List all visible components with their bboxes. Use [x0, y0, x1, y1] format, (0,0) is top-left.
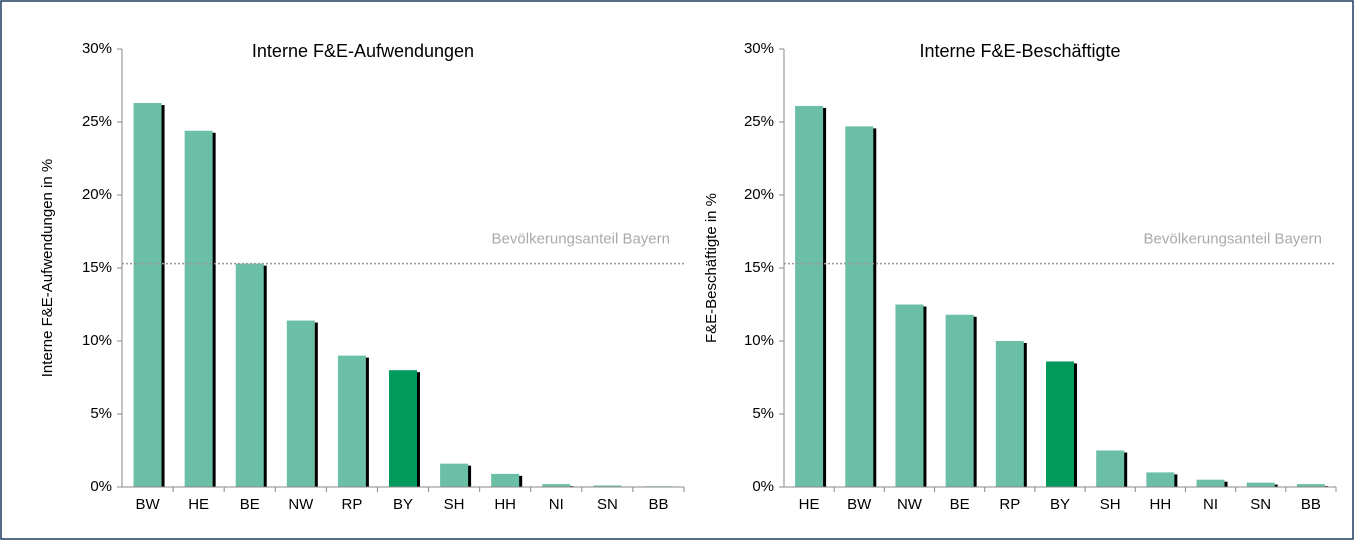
x-tick-label: SN	[597, 496, 618, 513]
bar	[133, 103, 162, 488]
chart-title: Interne F&E-Aufwendungen	[252, 41, 474, 61]
bar	[1046, 361, 1074, 487]
x-tick-label: BY	[1050, 496, 1070, 513]
bar	[1146, 472, 1175, 487]
x-tick-label: SH	[444, 496, 465, 513]
x-tick-label: HH	[494, 496, 516, 513]
x-tick-label: HE	[799, 496, 820, 513]
y-tick-label: 20%	[744, 186, 774, 203]
bar	[895, 304, 924, 487]
x-tick-label: NW	[288, 496, 314, 513]
bar	[491, 473, 520, 487]
bar	[1096, 450, 1125, 487]
x-tick-label: BB	[648, 496, 668, 513]
x-tick-label: BW	[135, 496, 160, 513]
y-tick-label: 15%	[744, 259, 774, 276]
y-axis-label: Interne F&E-Aufwendungen in %	[39, 159, 56, 377]
y-tick-label: 30%	[744, 40, 774, 57]
y-tick-label: 0%	[90, 478, 112, 495]
bar	[1296, 484, 1325, 487]
y-tick-label: 25%	[744, 113, 774, 130]
reference-label: Bevölkerungsanteil Bayern	[1144, 231, 1322, 248]
y-tick-label: 5%	[90, 405, 112, 422]
x-tick-label: SH	[1100, 496, 1121, 513]
x-tick-label: NW	[897, 496, 923, 513]
x-tick-label: RP	[341, 496, 362, 513]
x-tick-label: BW	[847, 496, 872, 513]
bar	[1196, 479, 1225, 487]
x-tick-label: RP	[999, 496, 1020, 513]
x-tick-label: BE	[240, 496, 260, 513]
bar	[440, 463, 469, 487]
bar	[235, 263, 264, 487]
reference-label: Bevölkerungsanteil Bayern	[492, 231, 670, 248]
bar	[795, 105, 824, 487]
bar	[945, 314, 974, 487]
bar	[995, 341, 1024, 487]
x-tick-label: NI	[549, 496, 564, 513]
x-tick-label: HE	[188, 496, 209, 513]
x-tick-label: NI	[1203, 496, 1218, 513]
bar	[389, 370, 417, 487]
y-tick-label: 30%	[82, 40, 112, 57]
chart-title: Interne F&E-Beschäftigte	[919, 41, 1120, 61]
y-tick-label: 5%	[752, 405, 774, 422]
y-tick-label: 0%	[752, 478, 774, 495]
bar	[593, 485, 622, 487]
x-tick-label: BY	[393, 496, 413, 513]
bar	[337, 355, 366, 487]
x-tick-label: HH	[1150, 496, 1172, 513]
bar	[1246, 482, 1275, 487]
x-tick-label: BE	[950, 496, 970, 513]
y-tick-label: 10%	[82, 332, 112, 349]
x-tick-label: SN	[1250, 496, 1271, 513]
bar	[542, 484, 571, 487]
x-tick-label: BB	[1301, 496, 1321, 513]
y-tick-label: 20%	[82, 186, 112, 203]
y-tick-label: 25%	[82, 113, 112, 130]
y-tick-label: 15%	[82, 259, 112, 276]
bar	[845, 126, 874, 487]
bar	[184, 130, 213, 487]
bar	[286, 320, 315, 487]
y-tick-label: 10%	[744, 332, 774, 349]
y-axis-label: F&E-Beschäftigte in %	[703, 193, 720, 343]
